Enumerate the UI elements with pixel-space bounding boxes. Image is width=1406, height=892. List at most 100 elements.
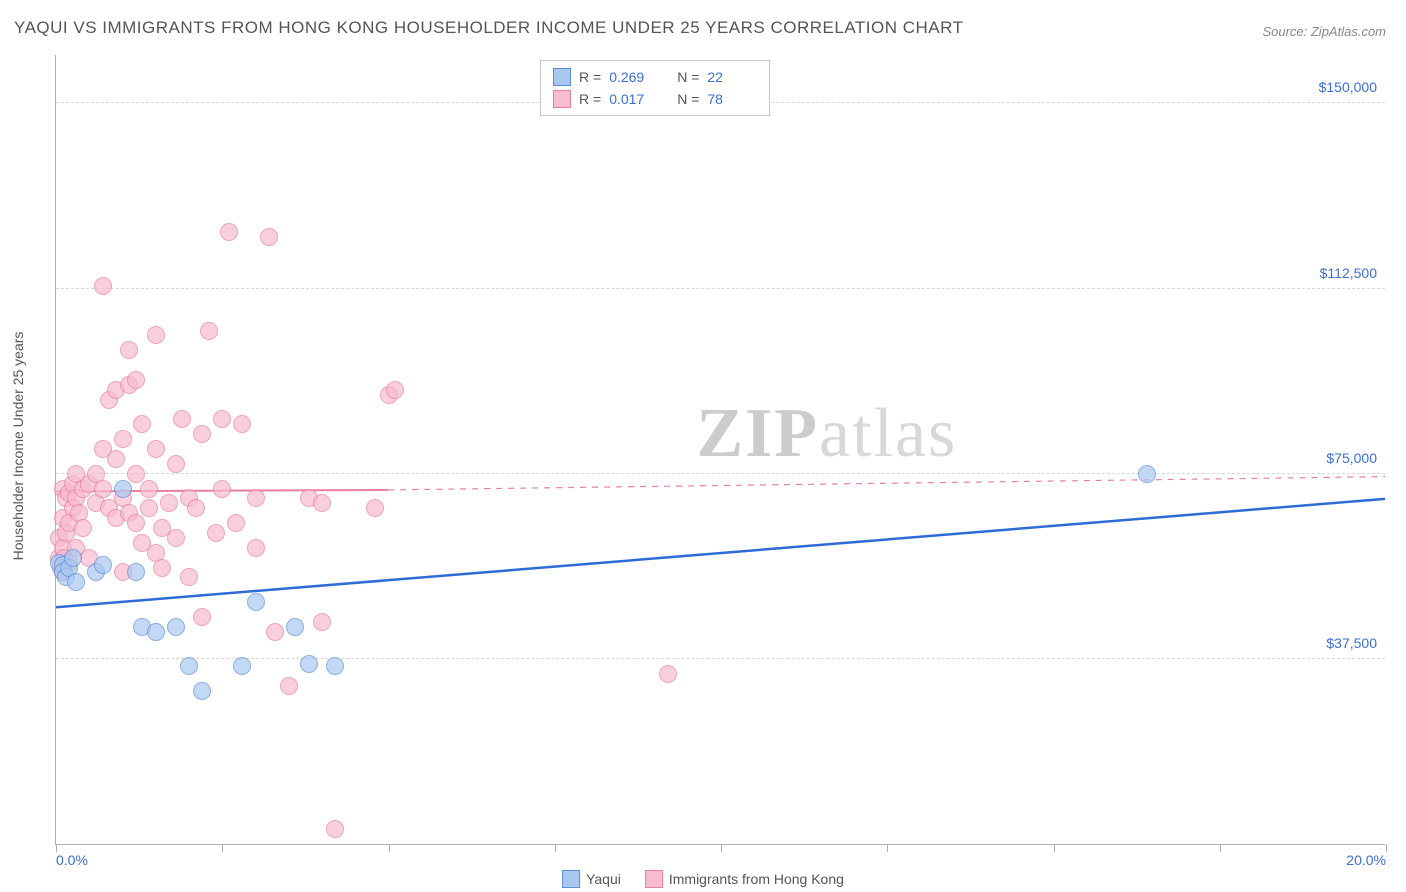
data-point: [94, 480, 112, 498]
x-tick: [721, 844, 722, 852]
data-point: [147, 623, 165, 641]
x-tick: [56, 844, 57, 852]
y-tick-label: $112,500: [1320, 265, 1377, 281]
data-point: [167, 455, 185, 473]
correlation-chart: YAQUI VS IMMIGRANTS FROM HONG KONG HOUSE…: [0, 0, 1406, 892]
gridline: [56, 658, 1385, 659]
data-point: [247, 539, 265, 557]
n-label: N =: [677, 91, 699, 107]
data-point: [114, 430, 132, 448]
gridline: [56, 473, 1385, 474]
r-value: 0.017: [609, 91, 659, 107]
x-tick: [555, 844, 556, 852]
series-swatch: [553, 90, 571, 108]
legend-label: Yaqui: [586, 871, 621, 887]
data-point: [326, 820, 344, 838]
data-point: [220, 223, 238, 241]
data-point: [266, 623, 284, 641]
n-value: 78: [707, 91, 757, 107]
data-point: [207, 524, 225, 542]
data-point: [107, 450, 125, 468]
n-value: 22: [707, 69, 757, 85]
data-point: [200, 322, 218, 340]
data-point: [160, 494, 178, 512]
r-label: R =: [579, 91, 601, 107]
legend-label: Immigrants from Hong Kong: [669, 871, 844, 887]
data-point: [147, 440, 165, 458]
legend-swatch: [645, 870, 663, 888]
legend-swatch: [562, 870, 580, 888]
data-point: [167, 529, 185, 547]
data-point: [233, 657, 251, 675]
watermark-rest: atlas: [819, 395, 957, 472]
watermark: ZIPatlas: [696, 394, 957, 474]
data-point: [74, 519, 92, 537]
data-point: [213, 410, 231, 428]
data-point: [127, 465, 145, 483]
x-tick-label: 0.0%: [56, 852, 88, 868]
data-point: [1138, 465, 1156, 483]
data-point: [120, 341, 138, 359]
data-point: [247, 489, 265, 507]
data-point: [193, 682, 211, 700]
x-tick-label: 20.0%: [1346, 852, 1386, 868]
x-tick: [1386, 844, 1387, 852]
data-point: [247, 593, 265, 611]
data-point: [187, 499, 205, 517]
data-point: [127, 563, 145, 581]
data-point: [326, 657, 344, 675]
data-point: [127, 371, 145, 389]
data-point: [260, 228, 278, 246]
data-point: [386, 381, 404, 399]
data-point: [313, 494, 331, 512]
legend-item: Immigrants from Hong Kong: [645, 870, 844, 888]
x-tick: [887, 844, 888, 852]
regression-lines: [56, 55, 1385, 844]
data-point: [167, 618, 185, 636]
chart-title: YAQUI VS IMMIGRANTS FROM HONG KONG HOUSE…: [14, 18, 963, 38]
data-point: [659, 665, 677, 683]
data-point: [213, 480, 231, 498]
regression-line-dashed: [388, 477, 1385, 490]
legend: Yaqui Immigrants from Hong Kong: [562, 870, 844, 888]
data-point: [140, 499, 158, 517]
data-point: [94, 277, 112, 295]
x-tick: [1220, 844, 1221, 852]
data-point: [147, 326, 165, 344]
data-point: [233, 415, 251, 433]
y-axis-title: Householder Income Under 25 years: [10, 332, 26, 561]
stats-row: R =0.269N =22: [553, 66, 757, 88]
y-tick-label: $75,000: [1326, 450, 1377, 466]
y-tick-label: $37,500: [1326, 635, 1377, 651]
plot-area: ZIPatlas $37,500 $75,000 $112,500 $150,000 0…: [55, 55, 1385, 845]
stats-box: R =0.269N =22R =0.017N =78: [540, 60, 770, 116]
data-point: [280, 677, 298, 695]
data-point: [173, 410, 191, 428]
x-tick: [1054, 844, 1055, 852]
data-point: [127, 514, 145, 532]
y-tick-label: $150,000: [1319, 79, 1377, 95]
data-point: [286, 618, 304, 636]
stats-row: R = 0.017 N = 78: [553, 88, 757, 110]
data-point: [366, 499, 384, 517]
r-label: R =: [579, 69, 601, 85]
data-point: [114, 480, 132, 498]
watermark-bold: ZIP: [696, 395, 819, 472]
data-point: [300, 655, 318, 673]
n-label: N =: [677, 69, 699, 85]
x-tick: [222, 844, 223, 852]
data-point: [67, 573, 85, 591]
data-point: [133, 415, 151, 433]
data-point: [227, 514, 245, 532]
series-swatch: [553, 68, 571, 86]
data-point: [153, 559, 171, 577]
legend-item: Yaqui: [562, 870, 621, 888]
x-tick: [389, 844, 390, 852]
data-point: [313, 613, 331, 631]
data-point: [94, 556, 112, 574]
data-point: [180, 657, 198, 675]
data-point: [193, 608, 211, 626]
data-point: [180, 568, 198, 586]
data-point: [64, 549, 82, 567]
gridline: [56, 288, 1385, 289]
